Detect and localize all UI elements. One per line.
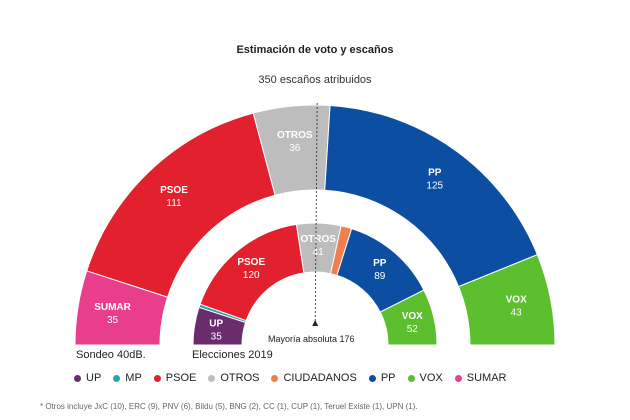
legend-label: VOX [419,372,443,384]
inner-seats-up: 35 [211,331,223,342]
legend-swatch [407,374,415,382]
inner-label-pp: PP [373,258,387,269]
legend-item-sumar: SUMAR [454,372,507,384]
inner-seats-pp: 89 [374,271,386,282]
legend-swatch [271,374,279,382]
legend-label: PP [380,372,396,384]
inner-seats-otros: 41 [313,247,325,258]
inner-label-vox: VOX [402,311,423,322]
legend-swatch [153,374,161,382]
inner-seats-psoe: 120 [243,270,260,281]
legend-item-vox: VOX [407,372,443,384]
outer-seats-vox: 43 [511,308,523,319]
outer-label-psoe: PSOE [160,185,188,196]
legend-label: CIUDADANOS [283,372,357,384]
outer-ring-name: Sondeo 40dB. [76,349,146,361]
legend-item-psoe: PSOE [153,372,197,384]
legend-item-ciudadanos: CIUDADANOS [271,372,357,384]
legend-swatch [74,374,81,382]
outer-label-sumar: SUMAR [94,302,131,313]
outer-seats-pp: 125 [426,181,443,192]
legend-item-mp: MP [113,372,142,384]
footnote: * Otros incluye JxC (10), ERC (9), PNV (… [40,402,418,411]
inner-label-psoe: PSOE [237,257,265,268]
legend-item-up: UP [74,372,101,384]
legend-label: OTROS [220,372,260,384]
outer-segment-vox [457,253,556,346]
legend-swatch [454,374,462,382]
chart-subtitle: 350 escaños atribuidos [258,74,372,86]
inner-seats-vox: 52 [407,324,419,335]
majority-marker [312,320,319,327]
outer-seats-sumar: 35 [107,315,119,326]
legend: UP MP PSOE OTROS CIUDADANOS PP VOX SUMAR [74,372,518,384]
inner-label-otros: OTROS [300,234,336,245]
inner-label-up: UP [209,318,223,329]
chart-title: Estimación de voto y escaños [236,44,394,56]
outer-seats-otros: 36 [289,143,301,154]
legend-swatch [113,374,121,382]
outer-label-otros: OTROS [277,130,313,141]
legend-label: PSOE [165,372,197,384]
outer-label-pp: PP [428,168,442,179]
legend-swatch [368,374,376,382]
majority-label: Mayoría absoluta 176 [268,334,355,344]
legend-item-pp: PP [368,372,396,384]
legend-label: MP [125,372,142,384]
legend-item-otros: OTROS [208,372,259,384]
legend-label: SUMAR [466,372,507,384]
legend-label: UP [86,372,102,384]
inner-segment-vox [379,289,438,346]
outer-label-vox: VOX [506,295,527,306]
inner-ring-name: Elecciones 2019 [192,349,273,361]
legend-swatch [208,374,216,382]
outer-seats-psoe: 111 [166,198,182,209]
majority-line [314,103,318,324]
